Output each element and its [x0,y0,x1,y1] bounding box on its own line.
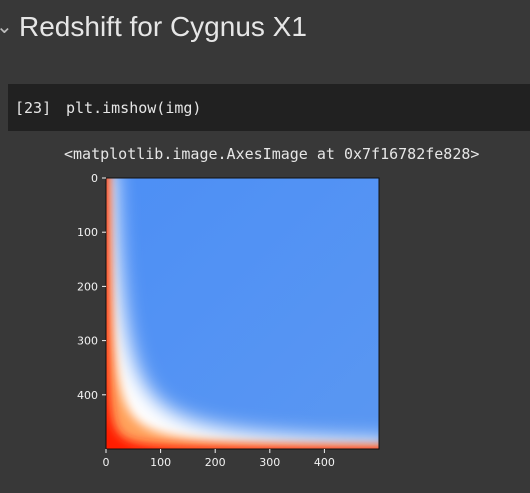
x-tick-label: 100 [150,456,171,469]
x-tick-label: 400 [314,456,335,469]
cell-output-text: <matplotlib.image.AxesImage at 0x7f16782… [64,145,480,163]
x-tick-label: 200 [205,456,226,469]
axes-frame [105,177,380,450]
heatmap-orange-band [106,178,379,449]
x-tick-label: 0 [103,456,110,469]
x-tick-label: 300 [259,456,280,469]
y-tick-label: 300 [77,335,98,348]
heatmap-image [106,178,379,449]
page-title: Redshift for Cygnus X1 [19,11,307,42]
section-header: ⌄ Redshift for Cygnus X1 [0,0,530,58]
y-tick-label: 200 [77,280,98,293]
chevron-down-icon[interactable]: ⌄ [0,14,13,38]
execution-count: [23] [15,99,52,117]
y-tick-label: 0 [91,172,98,185]
imshow-plot: 0 100 200 300 400 0 100 200 300 400 [60,168,400,478]
code-cell[interactable]: [23] plt.imshow(img) [8,84,530,131]
plot-svg: 0 100 200 300 400 0 100 200 300 400 [77,172,380,469]
code-input[interactable]: plt.imshow(img) [66,99,202,117]
y-tick-label: 400 [77,389,98,402]
axis-ticks: 0 100 200 300 400 0 100 200 300 400 [77,172,335,469]
y-tick-label: 100 [77,226,98,239]
